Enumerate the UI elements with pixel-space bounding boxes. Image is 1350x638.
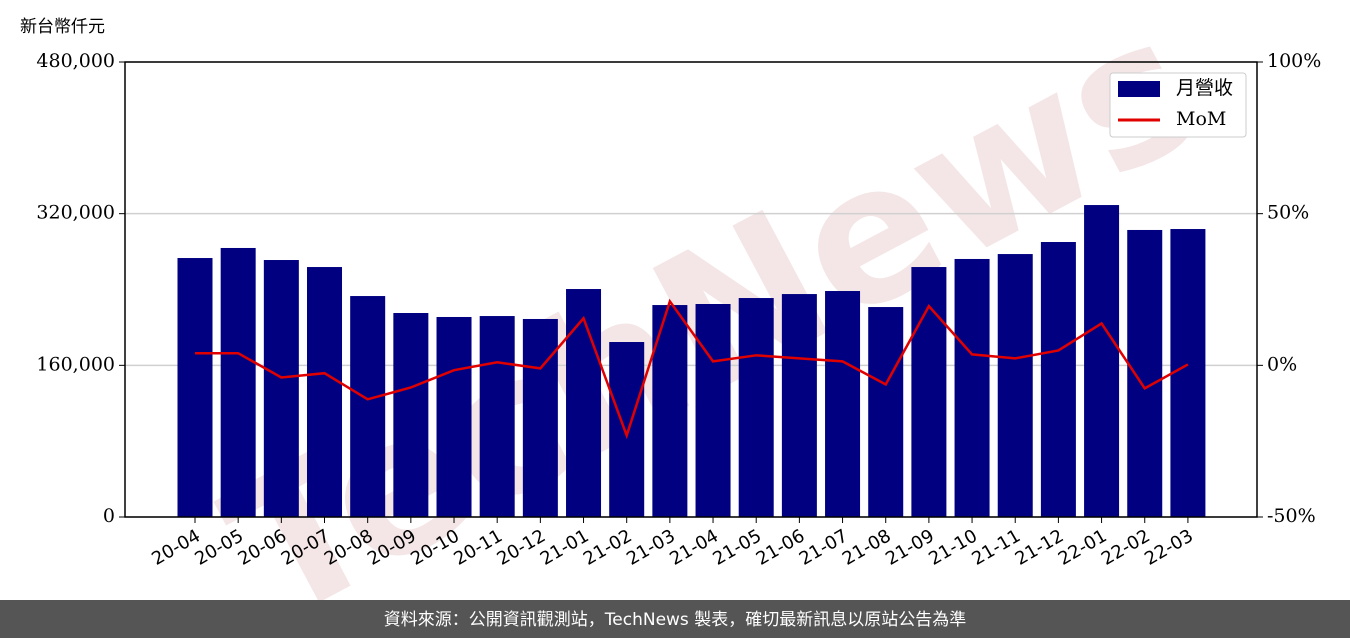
bar: [825, 291, 861, 517]
footer-bar: [0, 600, 1350, 638]
bar: [393, 313, 429, 517]
bar: [695, 304, 731, 517]
bar: [781, 294, 817, 517]
bar: [954, 258, 990, 517]
bar: [1084, 205, 1120, 517]
bar: [220, 247, 256, 517]
y-tick-label: 160,000: [36, 353, 115, 375]
bar: [609, 342, 645, 517]
bar: [1040, 242, 1076, 517]
plot-frame: [124, 61, 1258, 518]
bar: [1127, 229, 1163, 518]
y2-tick-label: -50%: [1267, 505, 1316, 527]
bar: [997, 254, 1033, 517]
bar: [566, 289, 602, 517]
y2-tick-label: 50%: [1267, 202, 1309, 224]
bar: [1170, 229, 1206, 517]
y-tick-label: 320,000: [36, 202, 115, 224]
y2-tick-label: 0%: [1267, 353, 1297, 375]
bar: [177, 258, 213, 517]
y2-tick-label: 100%: [1267, 50, 1321, 72]
line: [195, 298, 1189, 440]
legend-swatch: [1118, 81, 1160, 97]
y-tick-label: 0: [103, 505, 115, 527]
bar: [868, 307, 904, 517]
footer: 資料來源：公開資訊觀測站，TechNews 製表，確切最新訊息以原站公告為準: [384, 610, 966, 630]
y-axis-label: 新台幣仟元: [20, 17, 105, 37]
bar: [436, 316, 472, 517]
bar: [738, 298, 774, 517]
bar: [263, 260, 299, 517]
bar: [522, 318, 558, 517]
legend-label: 月營收: [1176, 77, 1233, 99]
legend-label: MoM: [1176, 108, 1226, 130]
bar: [350, 296, 386, 517]
bar: [479, 316, 515, 517]
bar: [307, 267, 343, 517]
y-tick-label: 480,000: [36, 50, 115, 72]
